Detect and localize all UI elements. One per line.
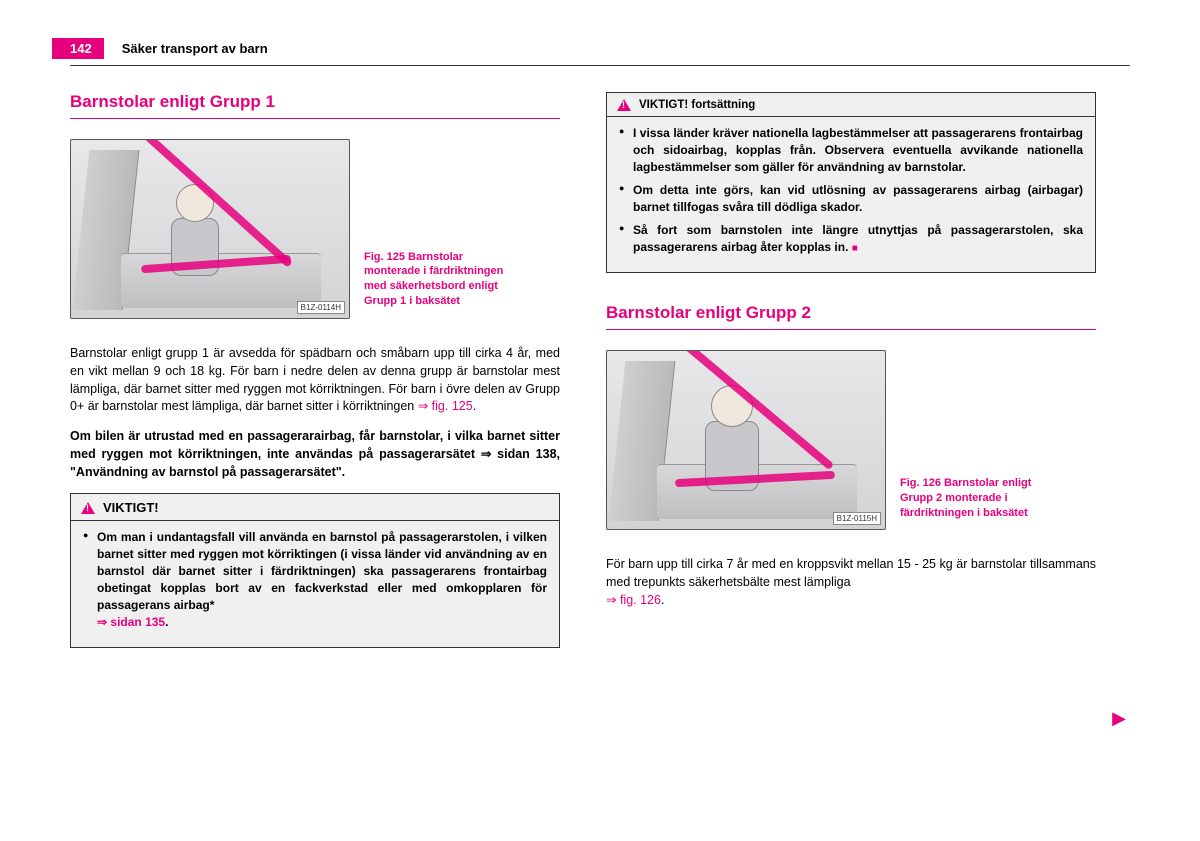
warning-text: Om man i undantagsfall vill använda en b… (97, 530, 547, 612)
page-header: 142 Säker transport av barn (70, 38, 1130, 59)
warning-header-cont: VIKTIGT! fortsättning (607, 93, 1095, 117)
warning-text: Så fort som barnstolen inte längre utnyt… (633, 223, 1083, 254)
section-heading-group2: Barnstolar enligt Grupp 2 (606, 303, 1096, 330)
paragraph-airbag-warning: Om bilen är utrustad med en passagerarai… (70, 428, 560, 481)
warning-item: Om man i undantagsfall vill använda en b… (83, 529, 547, 631)
figure-126-caption: Fig. 126 Barnstolar enligt Grupp 2 monte… (900, 476, 1050, 531)
warning-body: Om man i undantagsfall vill använda en b… (71, 521, 559, 647)
warning-item: Om detta inte görs, kan vid utlösning av… (619, 182, 1083, 216)
para-text: För barn upp till cirka 7 år med en krop… (606, 557, 1096, 589)
figure-126: B1Z-0115H (606, 350, 886, 530)
warning-body-cont: I vissa länder kräver nationella lagbest… (607, 117, 1095, 272)
two-column-layout: Barnstolar enligt Grupp 1 B1Z-0114H Fig.… (70, 92, 1130, 662)
figure-row-125: B1Z-0114H Fig. 125 Barnstolar monterade … (70, 139, 560, 319)
manual-page: 142 Säker transport av barn Barnstolar e… (0, 0, 1200, 841)
figure-125-caption: Fig. 125 Barnstolar monterade i färdrikt… (364, 250, 514, 319)
warning-box-continued: VIKTIGT! fortsättning I vissa länder krä… (606, 92, 1096, 273)
warning-icon (617, 99, 631, 111)
warning-title-cont: VIKTIGT! fortsättning (639, 99, 755, 111)
left-column: Barnstolar enligt Grupp 1 B1Z-0114H Fig.… (70, 92, 560, 662)
section-heading-group1: Barnstolar enligt Grupp 1 (70, 92, 560, 119)
paragraph-group1-text: Barnstolar enligt grupp 1 är avsedda för… (70, 345, 560, 416)
car-seat-illustration (607, 351, 885, 529)
end-marker-icon: ■ (852, 243, 858, 254)
warning-box: VIKTIGT! Om man i undantagsfall vill anv… (70, 493, 560, 648)
car-seat-illustration (71, 140, 349, 318)
page-number: 142 (52, 38, 104, 59)
header-rule (70, 65, 1130, 66)
warning-item: I vissa länder kräver nationella lagbest… (619, 125, 1083, 176)
warning-icon (81, 502, 95, 514)
paragraph-group2-text: För barn upp till cirka 7 år med en krop… (606, 556, 1096, 609)
fig-ref-126: ⇒ fig. 126 (606, 593, 661, 607)
warning-item: Så fort som barnstolen inte längre utnyt… (619, 222, 1083, 256)
figure-code-label: B1Z-0114H (297, 301, 345, 314)
warning-title: VIKTIGT! (103, 500, 159, 515)
continue-arrow-icon: ▶ (1112, 708, 1126, 729)
figure-code-label: B1Z-0115H (833, 512, 881, 525)
right-column: VIKTIGT! fortsättning I vissa länder krä… (606, 92, 1096, 662)
para-text: Barnstolar enligt grupp 1 är avsedda för… (70, 346, 560, 413)
page-title: Säker transport av barn (122, 41, 268, 56)
figure-125: B1Z-0114H (70, 139, 350, 319)
figure-row-126: B1Z-0115H Fig. 126 Barnstolar enligt Gru… (606, 350, 1096, 530)
warning-header: VIKTIGT! (71, 494, 559, 521)
page-ref-135: ⇒ sidan 135 (97, 615, 165, 629)
fig-ref-125: ⇒ fig. 125 (418, 399, 473, 413)
